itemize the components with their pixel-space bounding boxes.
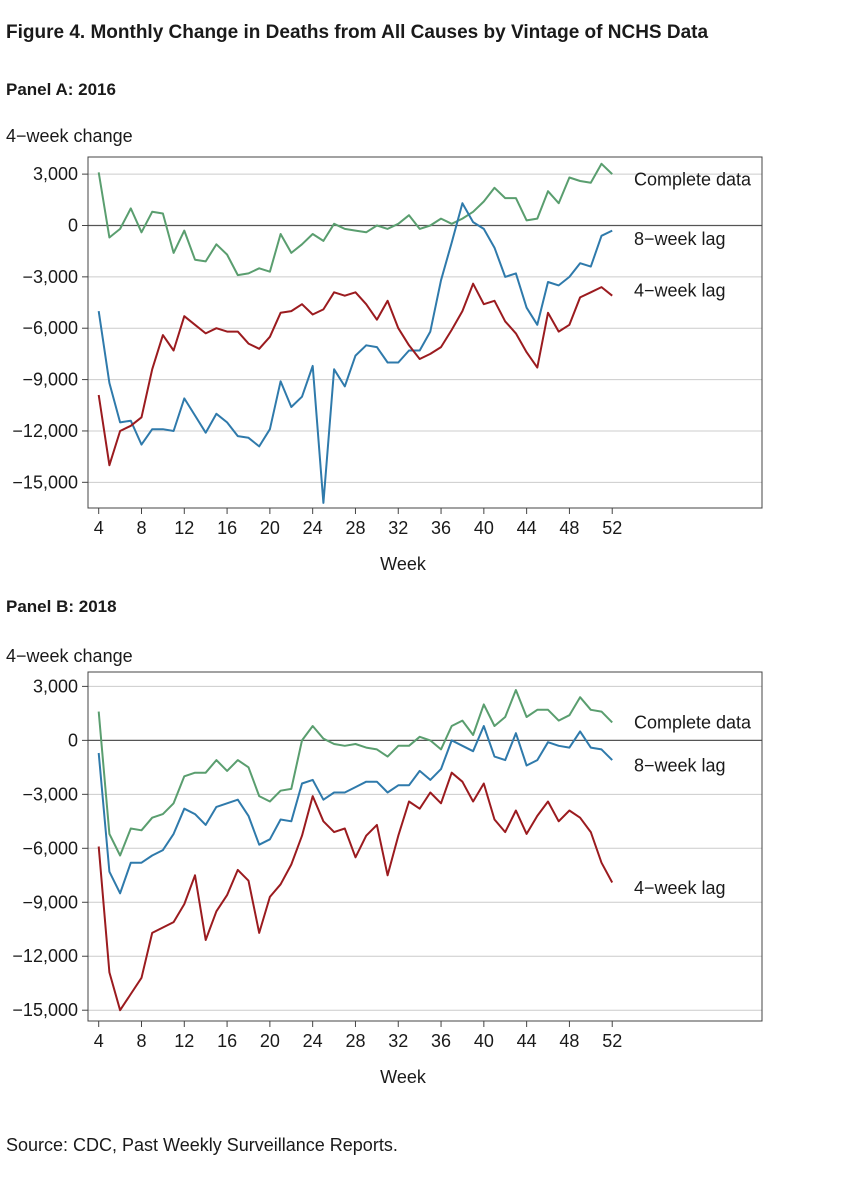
- panel-a-x-tick-label: 44: [517, 518, 537, 538]
- panel-a-x-axis-label: Week: [380, 554, 426, 574]
- panel-a-series-line-complete: [97, 162, 613, 277]
- panel-a-series-label-lag8: 8−week lag: [634, 229, 726, 249]
- panel-b-x-tick-label: 20: [260, 1031, 280, 1051]
- panel-b-plot-frame: [87, 671, 763, 1022]
- panel-b-x-axis-label: Week: [380, 1067, 426, 1087]
- panel-b-y-tick-label: −6,000: [22, 838, 78, 858]
- panel-b-x-tick-label: 28: [345, 1031, 365, 1051]
- panel-a-plot-frame: [87, 156, 763, 509]
- panel-a-x-tick-label: 20: [260, 518, 280, 538]
- panel-a-x-tick-label: 4: [94, 518, 104, 538]
- panel-a-y-axis-label: 4−week change: [6, 126, 133, 146]
- panel-b-series-line-lag8: [97, 725, 613, 895]
- panel-a-x-tick-label: 36: [431, 518, 451, 538]
- panel-b-series-label-lag8: 8−week lag: [634, 756, 726, 776]
- panel-b-x-tick-label: 24: [303, 1031, 323, 1051]
- panel-b-y-axis-label: 4−week change: [6, 646, 133, 666]
- panel-a-x-tick-label: 16: [217, 518, 237, 538]
- panel-a-y-tick-label: −3,000: [22, 267, 78, 287]
- panel-b-x-tick-label: 12: [174, 1031, 194, 1051]
- panel-a-x-tick-label: 28: [345, 518, 365, 538]
- panel-a-x-tick-label: 24: [303, 518, 323, 538]
- panel-b-series-line-lag4: [97, 771, 614, 1012]
- panel-a-y-tick-label: −9,000: [22, 370, 78, 390]
- panel-b-y-tick-label: −9,000: [22, 892, 78, 912]
- panel-a-title: Panel A: 2016: [6, 80, 116, 99]
- panel-b-series-label-lag4: 4−week lag: [634, 878, 726, 898]
- panel-a-y-tick-label: 0: [68, 215, 78, 235]
- panel-b-x-tick-label: 44: [517, 1031, 537, 1051]
- panel-b-series-line-complete: [97, 689, 613, 857]
- panel-b-y-tick-label: −15,000: [12, 1000, 78, 1020]
- panel-b-x-tick-label: 32: [388, 1031, 408, 1051]
- panel-a-series-line-lag8: [97, 202, 613, 504]
- figure-title: Figure 4. Monthly Change in Deaths from …: [6, 22, 709, 43]
- panel-b-y-tick-label: −12,000: [12, 946, 78, 966]
- panel-a-series-line-lag4: [97, 282, 613, 467]
- panel-b-y-tick-label: −3,000: [22, 784, 78, 804]
- panel-b-x-tick-label: 48: [559, 1031, 579, 1051]
- panel-b-x-tick-label: 40: [474, 1031, 494, 1051]
- panel-a-x-tick-label: 40: [474, 518, 494, 538]
- panel-a-y-tick-label: −6,000: [22, 318, 78, 338]
- panel-b-y-tick-label: 0: [68, 730, 78, 750]
- panel-a-x-tick-label: 32: [388, 518, 408, 538]
- panel-a-series-label-lag4: 4−week lag: [634, 281, 726, 301]
- panel-b-y-tick-label: 3,000: [33, 676, 78, 696]
- panel-b-x-tick-label: 4: [94, 1031, 104, 1051]
- panel-b-x-tick-label: 52: [602, 1031, 622, 1051]
- panel-b-x-tick-label: 36: [431, 1031, 451, 1051]
- panel-a-series-label-complete: Complete data: [634, 169, 752, 189]
- source-note: Source: CDC, Past Weekly Surveillance Re…: [6, 1135, 398, 1155]
- panel-a-x-tick-label: 8: [136, 518, 146, 538]
- panel-a-x-tick-label: 48: [559, 518, 579, 538]
- panel-b-title: Panel B: 2018: [6, 597, 117, 616]
- panel-b-series-label-complete: Complete data: [634, 712, 752, 732]
- panel-a-y-tick-label: −12,000: [12, 421, 78, 441]
- panel-a-y-tick-label: 3,000: [33, 164, 78, 184]
- panel-a-y-tick-label: −15,000: [12, 472, 78, 492]
- panel-b-x-tick-label: 8: [136, 1031, 146, 1051]
- panel-a-x-tick-label: 52: [602, 518, 622, 538]
- panel-b-x-tick-label: 16: [217, 1031, 237, 1051]
- panel-a-x-tick-label: 12: [174, 518, 194, 538]
